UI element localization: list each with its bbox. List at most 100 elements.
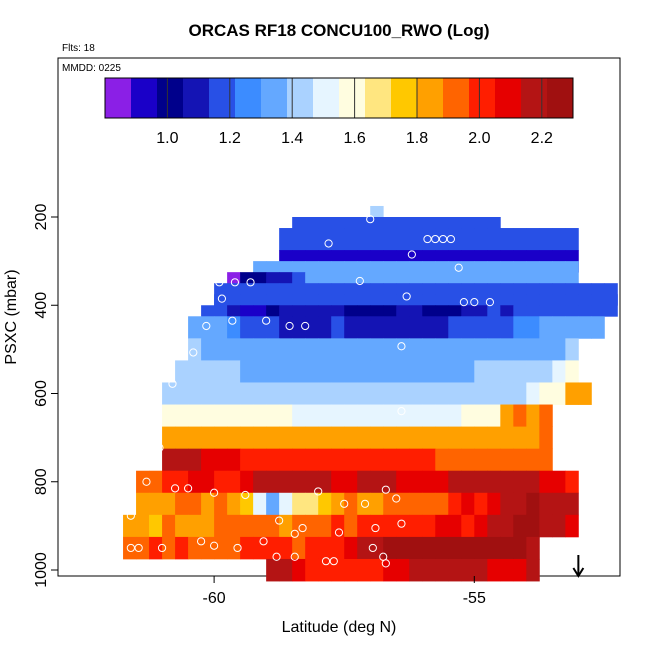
heatmap-cell [344,404,358,427]
heatmap-cell [591,316,605,339]
observation-point [134,543,143,553]
heatmap-cell [227,316,241,339]
heatmap-cell [344,492,358,516]
colorbar-segment [313,78,340,118]
heatmap-cell [357,426,371,450]
heatmap-cell [266,426,280,450]
heatmap-cell [227,514,241,538]
heatmap-cell [500,360,514,383]
heatmap-cell [305,514,319,538]
heatmap-cell [422,404,436,427]
heatmap-cell [396,448,410,472]
heatmap-cell [331,426,345,450]
heatmap-cell [474,448,488,472]
heatmap-cell [474,382,488,405]
heatmap-cell [227,426,241,450]
heatmap-cell [292,470,306,494]
heatmap-cell [318,514,332,538]
colorbar-segment [469,78,496,118]
heatmap-cell [292,382,306,405]
heatmap-cell [175,536,189,560]
heatmap-cell [214,492,228,516]
heatmap-cell [422,360,436,383]
heatmap-cell [331,404,345,427]
heatmap-cell [292,536,306,560]
heatmap-cell [266,338,280,361]
heatmap-cell [370,558,384,582]
heatmap-cell [331,514,345,538]
heatmap-cell [474,514,488,538]
heatmap-cell [305,426,319,450]
colorbar-segment [131,78,158,118]
heatmap-cell [500,382,514,405]
observation-point [397,519,406,528]
heatmap-cell [357,558,371,582]
heatmap-cell [162,492,176,516]
heatmap-cell [188,470,202,494]
heatmap-cell [435,338,449,361]
heatmap-cell [370,470,384,494]
observation-point [314,487,323,496]
heatmap-cell [383,426,397,450]
colorbar-segment [287,78,314,118]
heatmap-cell [383,360,397,383]
heatmap-cell [422,514,436,538]
colorbar-segment [235,78,262,118]
observation-point [355,276,364,286]
heatmap-cell [474,492,488,516]
heatmap-cell [448,426,462,450]
observation-point [183,484,193,493]
heatmap-cell [513,360,527,383]
chart-title: ORCAS RF18 CONCU100_RWO (Log) [189,21,490,40]
heatmap-cell [500,338,514,361]
heatmap-cell [305,536,319,560]
heatmap-cell [487,558,501,582]
colorbar [104,77,574,119]
heatmap-cell [500,228,514,251]
heatmap-cell [305,228,319,251]
heatmap-cell [357,514,371,538]
heatmap-cell [370,228,384,251]
colorbar-segment [443,78,470,118]
heatmap-cell [279,228,293,251]
heatmap-cell [266,492,280,516]
heatmap-cell [344,514,358,538]
heatmap-cell [279,360,293,383]
heatmap-cell [578,382,592,405]
colorbar-segment [157,78,184,118]
heatmap-cell [370,492,384,516]
heatmap-cell [526,470,540,494]
heatmap-cell [487,514,501,538]
heatmap-cell [188,360,202,383]
heatmap-cell [305,448,319,472]
date-label: MMDD: 0225 [62,63,121,74]
observation-point [368,543,377,553]
heatmap-cell [487,536,501,560]
heatmap-cell [227,404,241,427]
heatmap-cell [513,558,527,582]
heatmap-cell [331,338,345,361]
heatmap-cell [539,228,553,251]
colorbar-tick-label: 2.2 [531,130,553,147]
observation-point [407,250,416,259]
heatmap-cell [435,536,449,560]
observation-point [290,552,299,561]
heatmap-cell [383,536,397,560]
heatmap-cell [370,382,384,405]
observation-point [459,298,468,307]
heatmap-cell [370,338,384,361]
heatmap-cell [331,558,345,582]
heatmap-cell [266,448,280,472]
heatmap-cell [201,338,215,361]
heatmap-cell [474,404,488,427]
heatmap-cell [253,514,267,538]
heatmap-cell [409,404,423,427]
observation-point [126,511,135,520]
observation-point [446,234,455,244]
heatmap-cell [214,316,228,339]
heatmap-cell [188,448,202,472]
observation-point [228,316,237,325]
heatmap-cell [435,426,449,450]
heatmap-cell [396,228,410,251]
heatmap-cell [201,404,215,427]
